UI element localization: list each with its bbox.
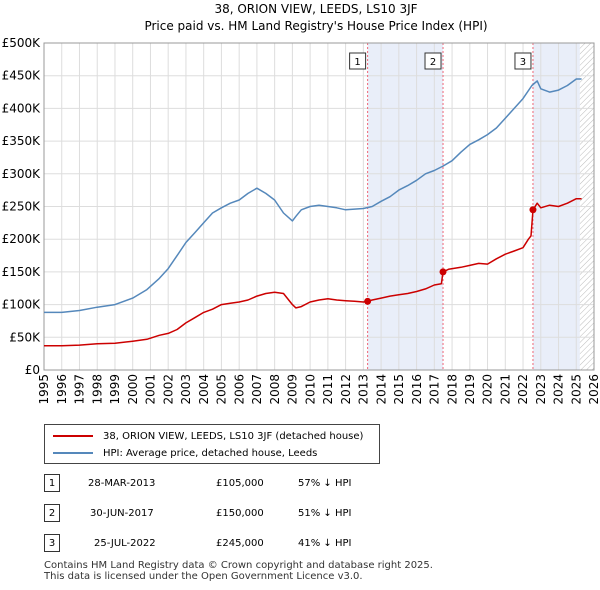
y-tick-label: £400K xyxy=(2,101,42,115)
y-tick-label: £50K xyxy=(9,330,41,344)
sale-row: 2 30-JUN-2017 £150,000 51% ↓ HPI xyxy=(44,504,584,526)
x-tick-label: 1999 xyxy=(108,374,122,405)
y-tick-label: £300K xyxy=(2,167,42,181)
y-tick-label: £250K xyxy=(2,200,42,214)
y-tick-label: £0 xyxy=(25,363,40,377)
x-tick-label: 2012 xyxy=(339,374,353,405)
x-tick-label: 2003 xyxy=(179,374,193,405)
legend-label-property: 38, ORION VIEW, LEEDS, LS10 3JF (detache… xyxy=(103,430,364,442)
price-chart: 38, ORION VIEW, LEEDS, LS10 3JF Price pa… xyxy=(2,2,600,405)
footer: Contains HM Land Registry data © Crown c… xyxy=(44,560,433,582)
x-tick-label: 2024 xyxy=(552,374,566,405)
sale-date: 30-JUN-2017 xyxy=(90,508,154,519)
x-tick-label: 2013 xyxy=(357,374,371,405)
sale-label-number: 1 xyxy=(354,57,360,68)
x-tick-label: 2000 xyxy=(126,374,140,405)
x-tick-label: 2021 xyxy=(498,374,512,405)
sale-label-number: 3 xyxy=(520,57,526,68)
sale-hpi: 57% ↓ HPI xyxy=(298,478,352,489)
legend: 38, ORION VIEW, LEEDS, LS10 3JF (detache… xyxy=(44,424,380,464)
x-tick-label: 2004 xyxy=(197,374,211,405)
property-series-line xyxy=(44,197,582,347)
x-tick-label: 2017 xyxy=(428,374,442,405)
x-tick-label: 1998 xyxy=(90,374,104,405)
sale-date: 25-JUL-2022 xyxy=(94,538,156,549)
x-tick-label: 2001 xyxy=(144,374,158,405)
sale-label-box xyxy=(514,52,532,70)
y-tick-label: £100K xyxy=(2,298,42,312)
x-tick-label: 1996 xyxy=(55,374,69,405)
x-tick-label: 2025 xyxy=(569,374,583,405)
legend-item-hpi: HPI: Average price, detached house, Leed… xyxy=(53,445,317,461)
sale-hpi: 41% ↓ HPI xyxy=(298,538,352,549)
x-tick-label: 2018 xyxy=(445,374,459,405)
sale-price: £245,000 xyxy=(216,538,264,549)
sale-label-number: 2 xyxy=(430,57,436,68)
sale-point xyxy=(439,268,447,276)
chart-subtitle: Price paid vs. HM Land Registry's House … xyxy=(144,19,487,33)
x-tick-label: 2014 xyxy=(374,374,388,405)
chart-title: 38, ORION VIEW, LEEDS, LS10 3JF xyxy=(214,2,417,16)
sale-point xyxy=(529,206,537,214)
sale-price: £150,000 xyxy=(216,508,264,519)
sale-label-box xyxy=(424,52,442,70)
y-tick-label: £350K xyxy=(2,134,42,148)
y-tick-label: £450K xyxy=(2,69,42,83)
sale-hpi: 51% ↓ HPI xyxy=(298,508,352,519)
x-tick-label: 2026 xyxy=(587,374,600,405)
x-tick-label: 2015 xyxy=(392,374,406,405)
plot-area: 1 2 3 £0 £50K £100K £150K £200K £250K £300K £350K £… xyxy=(2,36,600,405)
x-tick-label: 2019 xyxy=(463,374,477,405)
sale-number: 3 xyxy=(44,534,60,552)
x-tick-label: 2016 xyxy=(410,374,424,405)
legend-swatch-property xyxy=(53,435,93,437)
x-tick-label: 2007 xyxy=(250,374,264,405)
x-tick-label: 2002 xyxy=(161,374,175,405)
sale-date: 28-MAR-2013 xyxy=(88,478,156,489)
x-tick-label: 2022 xyxy=(516,374,530,405)
x-tick-label: 2020 xyxy=(481,374,495,405)
sale-number: 1 xyxy=(44,474,60,492)
y-tick-label: £500K xyxy=(2,36,42,50)
sale-row: 3 25-JUL-2022 £245,000 41% ↓ HPI xyxy=(44,534,584,556)
sale-price: £105,000 xyxy=(216,478,264,489)
footer-licence: This data is licensed under the Open Gov… xyxy=(44,571,363,582)
x-tick-label: 2010 xyxy=(303,374,317,405)
x-tick-label: 2011 xyxy=(321,374,335,405)
x-tick-label: 2008 xyxy=(268,374,282,405)
x-tick-label: 2009 xyxy=(286,374,300,405)
x-tick-label: 2023 xyxy=(534,374,548,405)
y-tick-label: £150K xyxy=(2,265,42,279)
y-tick-label: £200K xyxy=(2,232,42,246)
x-tick-label: 2006 xyxy=(232,374,246,405)
sale-label-box xyxy=(349,52,367,70)
hpi-series-line xyxy=(44,78,582,314)
sale-number: 2 xyxy=(44,504,60,522)
x-tick-label: 2005 xyxy=(215,374,229,405)
sale-point xyxy=(364,297,372,305)
legend-item-property: 38, ORION VIEW, LEEDS, LS10 3JF (detache… xyxy=(53,428,363,444)
legend-swatch-hpi xyxy=(53,452,93,454)
footer-copyright: Contains HM Land Registry data © Crown c… xyxy=(44,560,433,571)
sale-row: 1 28-MAR-2013 £105,000 57% ↓ HPI xyxy=(44,474,584,496)
plot-frame xyxy=(43,42,595,371)
x-tick-label: 1997 xyxy=(73,374,87,405)
legend-label-hpi: HPI: Average price, detached house, Leed… xyxy=(103,447,318,459)
x-tick-label: 1995 xyxy=(37,374,51,405)
